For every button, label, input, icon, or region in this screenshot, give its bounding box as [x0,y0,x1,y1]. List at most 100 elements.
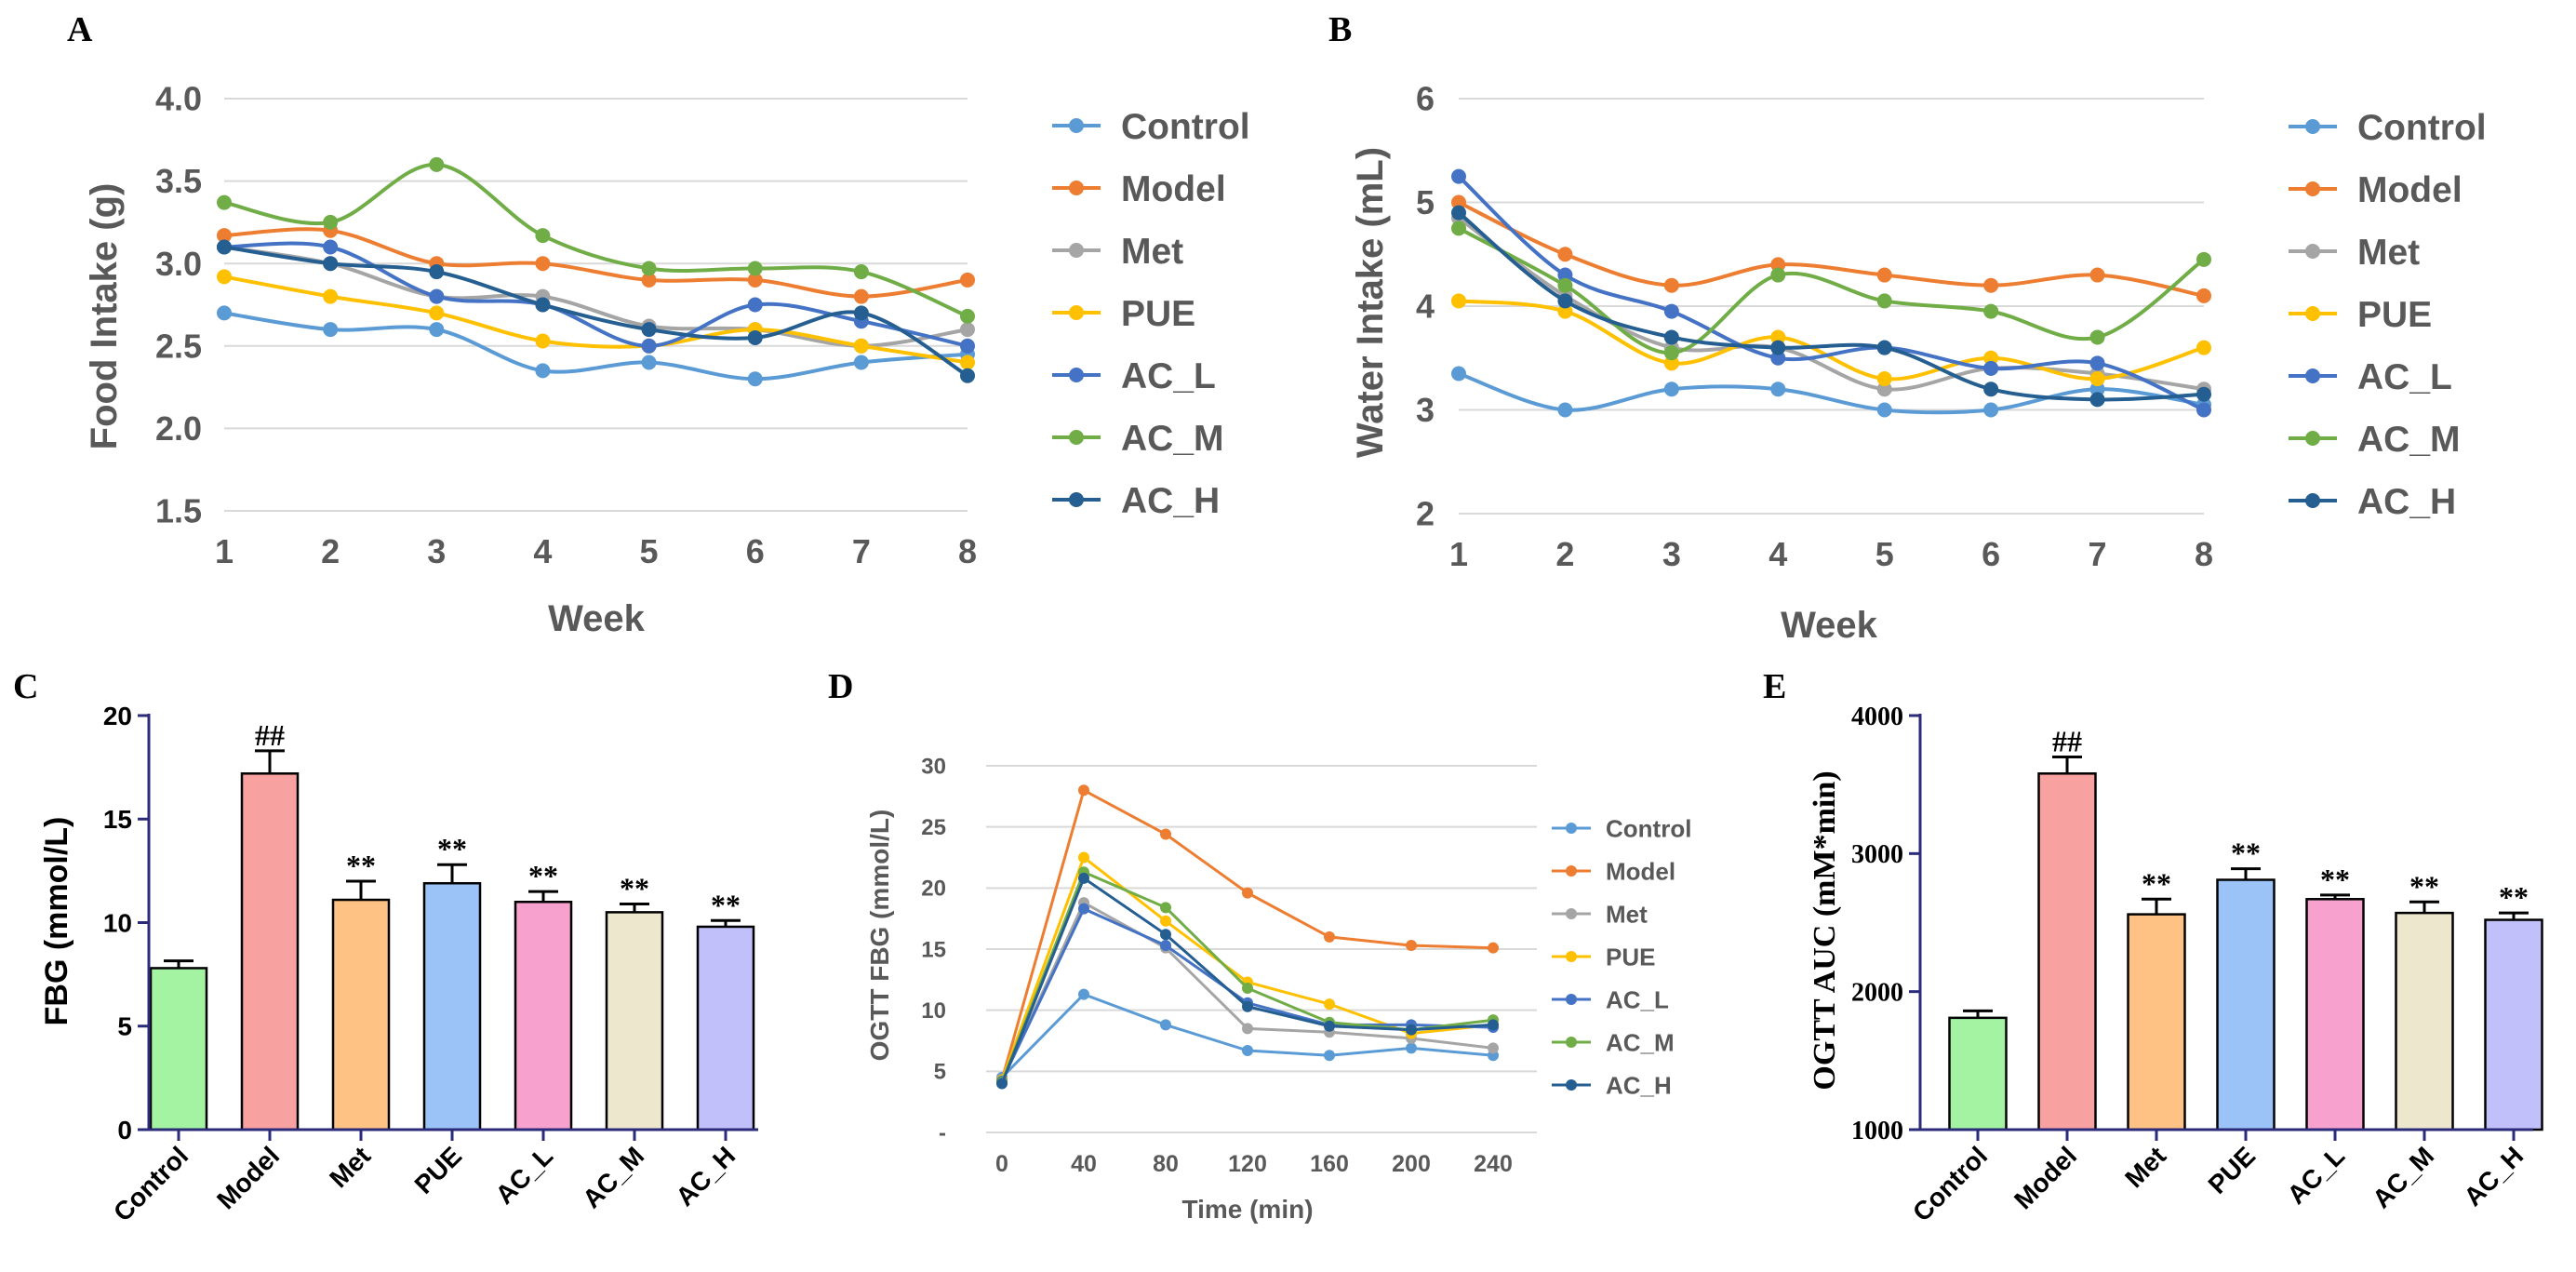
panel-a-series-ac-m-point [853,264,869,280]
panel-d-series-ac-h-point [1406,1024,1417,1036]
panel-a-label: A [67,10,93,49]
panel-c-significance-ac-m: ** [620,871,649,904]
panel-c-bar-pue [422,881,482,1131]
panel-a-series-control-point [323,322,339,338]
panel-b-series-ac-h-point [1557,293,1573,309]
panel-b-series-ac-m-point [2089,329,2105,345]
panel-b-x-axis-label: Week [1781,605,1878,646]
panel-c-bar-met [331,898,391,1131]
panel-a-series-ac-l-point [747,297,763,313]
panel-b-legend-control-label: Control [2357,108,2487,148]
panel-e-bar-ac-m [2395,911,2454,1131]
panel-c-label: C [13,667,38,706]
panel-d-legend-pue-label: PUE [1606,943,1655,971]
panel-b-series-control-point [1983,402,1999,418]
panel-d-series-model-point [1488,942,1499,954]
panel-e-bar-control [1948,1016,2008,1131]
panel-b-series-ac-h-point [1663,329,1679,345]
panel-c-y-tick-label: 20 [103,702,132,730]
panel-b-series-pue-point [1983,350,1999,366]
panel-d-x-tick-label: 80 [1153,1151,1179,1177]
panel-b-series-model-point [1770,257,1786,273]
panel-a-series-model-point [641,272,657,288]
panel-e-x-tick-label-control: Control [1907,1141,1993,1226]
panel-b-legend-ac-l-marker [2305,368,2320,383]
panel-b-legend-control-marker [2305,119,2320,134]
panel-d-x-ticks: 0 40 80 120 160 200 240 [995,1151,1513,1177]
panel-d-legend-ac-h-marker [1566,1079,1577,1091]
panel-a-series-ac-h-point [217,239,232,255]
panel-d-series-control-point [1078,988,1089,1000]
panel-d-series-model-point [1160,828,1171,840]
panel-d-y-tick-label: 20 [921,877,946,902]
panel-b-series [1451,168,2211,418]
panel-a-legend-pue-label: PUE [1121,294,1195,334]
panel-b-legend-ac-l-label: AC_L [2357,357,2452,397]
panel-e-bar-ac-l [2305,898,2365,1131]
panel-a-legend-ac-m-marker [1069,430,1084,445]
panel-a-series-model-point [960,272,975,288]
panel-e-x-tick-label-ac-h: AC_H [2458,1141,2529,1212]
panel-a-series-model-line [223,227,968,299]
panel-d-series-pue-point [1160,915,1171,927]
panel-c-fbg-bar-chart: C ## ** ** ** ** ** 20 15 10 5 0 Control Model Met P… [13,667,758,1227]
panel-a-series-control-point [217,305,232,321]
panel-a-y-tick-label: 3.0 [155,245,202,283]
panel-b-series-ac-m-point [2196,251,2211,267]
panel-d-series-model-point [1406,940,1417,952]
panel-c-bars: ## ** ** ** ** ** [149,718,755,1131]
panel-a-series-ac-m-point [323,214,339,230]
panel-b-series-ac-m-point [1983,303,1999,319]
panel-a-series-ac-h-point [323,256,339,272]
panel-a-series-ac-h-point [641,322,657,338]
panel-b-series-model-point [2089,267,2105,283]
panel-e-bar-ac-h [2484,918,2543,1131]
panel-d-legend-ac-h-label: AC_H [1606,1071,1672,1099]
panel-a-series-ac-m-point [747,261,763,276]
panel-d-y-tick-label: 15 [921,937,946,962]
panel-c-bar-ac-m [605,911,664,1131]
panel-d-x-tick-label: 200 [1392,1151,1431,1177]
panel-e-bars: ## ** ** ** ** ** [1948,725,2543,1131]
panel-b-y-tick-label: 6 [1416,80,1435,118]
panel-d-x-tick-label: 0 [995,1151,1008,1177]
panel-a-y-tick-label: 3.5 [155,162,202,200]
panel-a-series-control-line [223,311,968,382]
panel-d-series-model-point [1242,887,1253,899]
panel-b-y-ticks: 6 5 4 3 2 [1416,80,1435,533]
panel-c-significance-pue: ** [437,832,467,865]
panel-a-series-pue-line [223,274,968,365]
panel-a-series-control-point [535,363,551,379]
panel-b-series-control-point [1770,382,1786,397]
panel-d-series-ac-h-point [1242,1000,1253,1012]
panel-b-legend-ac-h-label: AC_H [2357,482,2456,522]
panel-e-y-tick-label: 2000 [1851,978,1903,1007]
panel-b-x-tick-label: 8 [2195,535,2213,573]
panel-b-x-ticks: 1 2 3 4 5 6 7 8 [1449,535,2213,573]
panel-d-y-tick-label: 5 [934,1060,946,1085]
panel-b-series-ac-h-point [1876,340,1892,355]
panel-b-series-pue-point [2089,371,2105,387]
panel-d-legend-control-marker [1566,823,1577,834]
panel-b-legend-met-label: Met [2357,233,2420,273]
panel-c-x-tick-label-ac-l: AC_L [490,1141,559,1210]
panel-b-x-tick-label: 7 [2089,535,2107,573]
panel-b-series-control-point [1451,366,1466,382]
panel-b-series-ac-m-point [1557,277,1573,293]
panel-a-x-tick-label: 6 [746,532,765,570]
panel-b-x-tick-label: 1 [1449,535,1468,573]
panel-a-legend: Control Model Met PUE AC_L AC_M AC_H [1052,107,1250,521]
panel-b-series-pue-point [2196,340,2211,355]
panel-a-y-ticks: 4.0 3.5 3.0 2.5 2.0 1.5 [155,80,202,530]
panel-a-series-ac-h-point [853,305,869,321]
panel-a-series-ac-l-point [960,338,975,354]
panel-e-y-axis-label: OGTT AUC (mM*min) [1808,770,1842,1090]
panel-a-legend-ac-h-marker [1069,492,1084,507]
panel-e-y-tick-label: 1000 [1851,1117,1903,1145]
panel-e-y-tick-label: 3000 [1851,840,1903,869]
panel-a-x-tick-label: 3 [427,532,446,570]
panel-d-legend-met-label: Met [1606,900,1648,928]
panel-a-series-control-point [429,322,445,338]
panel-a-series-ac-h-point [535,297,551,313]
